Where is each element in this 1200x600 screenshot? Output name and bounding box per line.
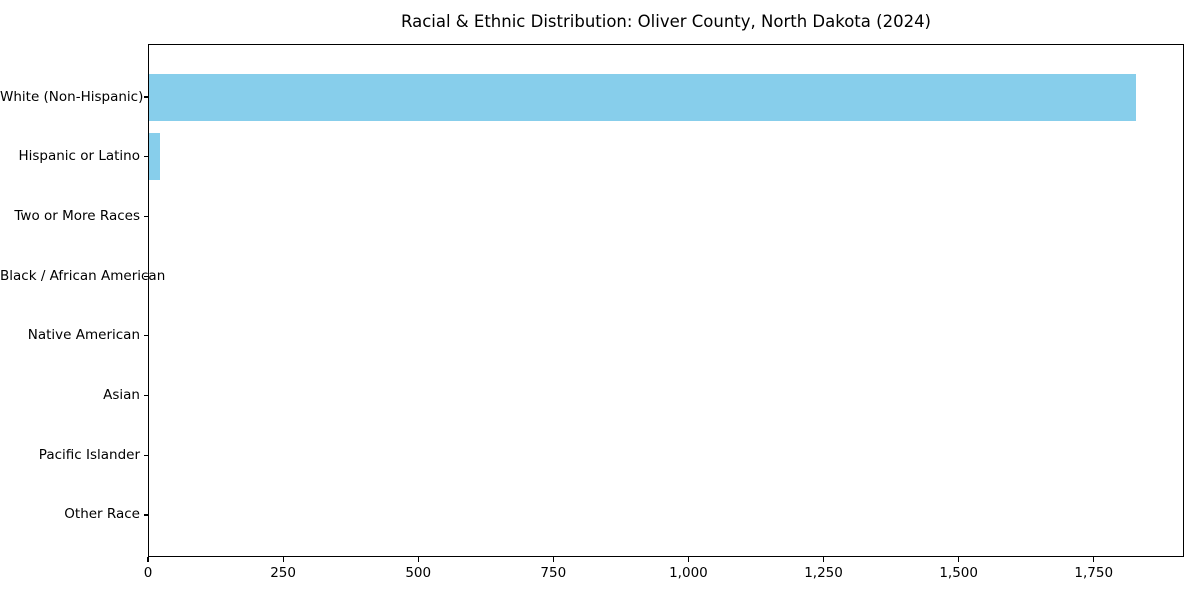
chart-title: Racial & Ethnic Distribution: Oliver Cou… xyxy=(400,12,931,31)
x-tick-mark xyxy=(958,557,960,562)
y-tick-mark xyxy=(143,156,148,158)
y-tick-label-native-american: Native American xyxy=(27,327,140,344)
y-tick-label-asian: Asian xyxy=(103,387,140,404)
y-tick-mark xyxy=(143,335,148,337)
x-tick-mark xyxy=(687,557,689,562)
x-tick-mark xyxy=(147,557,149,562)
x-tick-label: 250 xyxy=(270,565,296,581)
x-tick-mark xyxy=(822,557,825,562)
x-tick-label: 500 xyxy=(405,565,432,581)
y-tick-label-hispanic-or-latino: Hispanic or Latino xyxy=(18,148,140,165)
y-tick-label-two-or-more-races: Two or More Races xyxy=(14,207,140,224)
x-tick-label: 1,750 xyxy=(1074,565,1114,581)
x-tick-label: 1,500 xyxy=(939,565,978,581)
x-tick-mark xyxy=(417,557,419,562)
y-tick-label-pacific-islander: Pacific Islander xyxy=(38,446,140,463)
x-tick-mark xyxy=(1093,557,1095,562)
x-tick-label: 1,000 xyxy=(669,565,708,581)
x-tick-label: 750 xyxy=(540,565,567,581)
y-tick-label-black-african-american: Black / African American xyxy=(0,267,166,284)
y-tick-mark xyxy=(143,275,148,277)
y-tick-mark xyxy=(143,454,148,456)
y-tick-mark xyxy=(143,514,148,516)
bar-white-non-hispanic xyxy=(149,73,1137,121)
x-tick-label: 1,250 xyxy=(804,565,843,581)
y-tick-label-white-non-hispanic: White (Non-Hispanic) xyxy=(0,88,144,105)
y-tick-mark xyxy=(143,215,148,217)
x-tick-mark xyxy=(552,557,554,562)
y-tick-mark xyxy=(143,96,148,98)
x-tick-mark xyxy=(282,557,284,562)
plot-area xyxy=(148,44,1184,557)
y-tick-mark xyxy=(143,394,148,397)
y-tick-label-other-race: Other Race xyxy=(64,506,140,523)
bar-hispanic-or-latino xyxy=(149,133,160,181)
x-tick-label: 0 xyxy=(143,565,153,581)
